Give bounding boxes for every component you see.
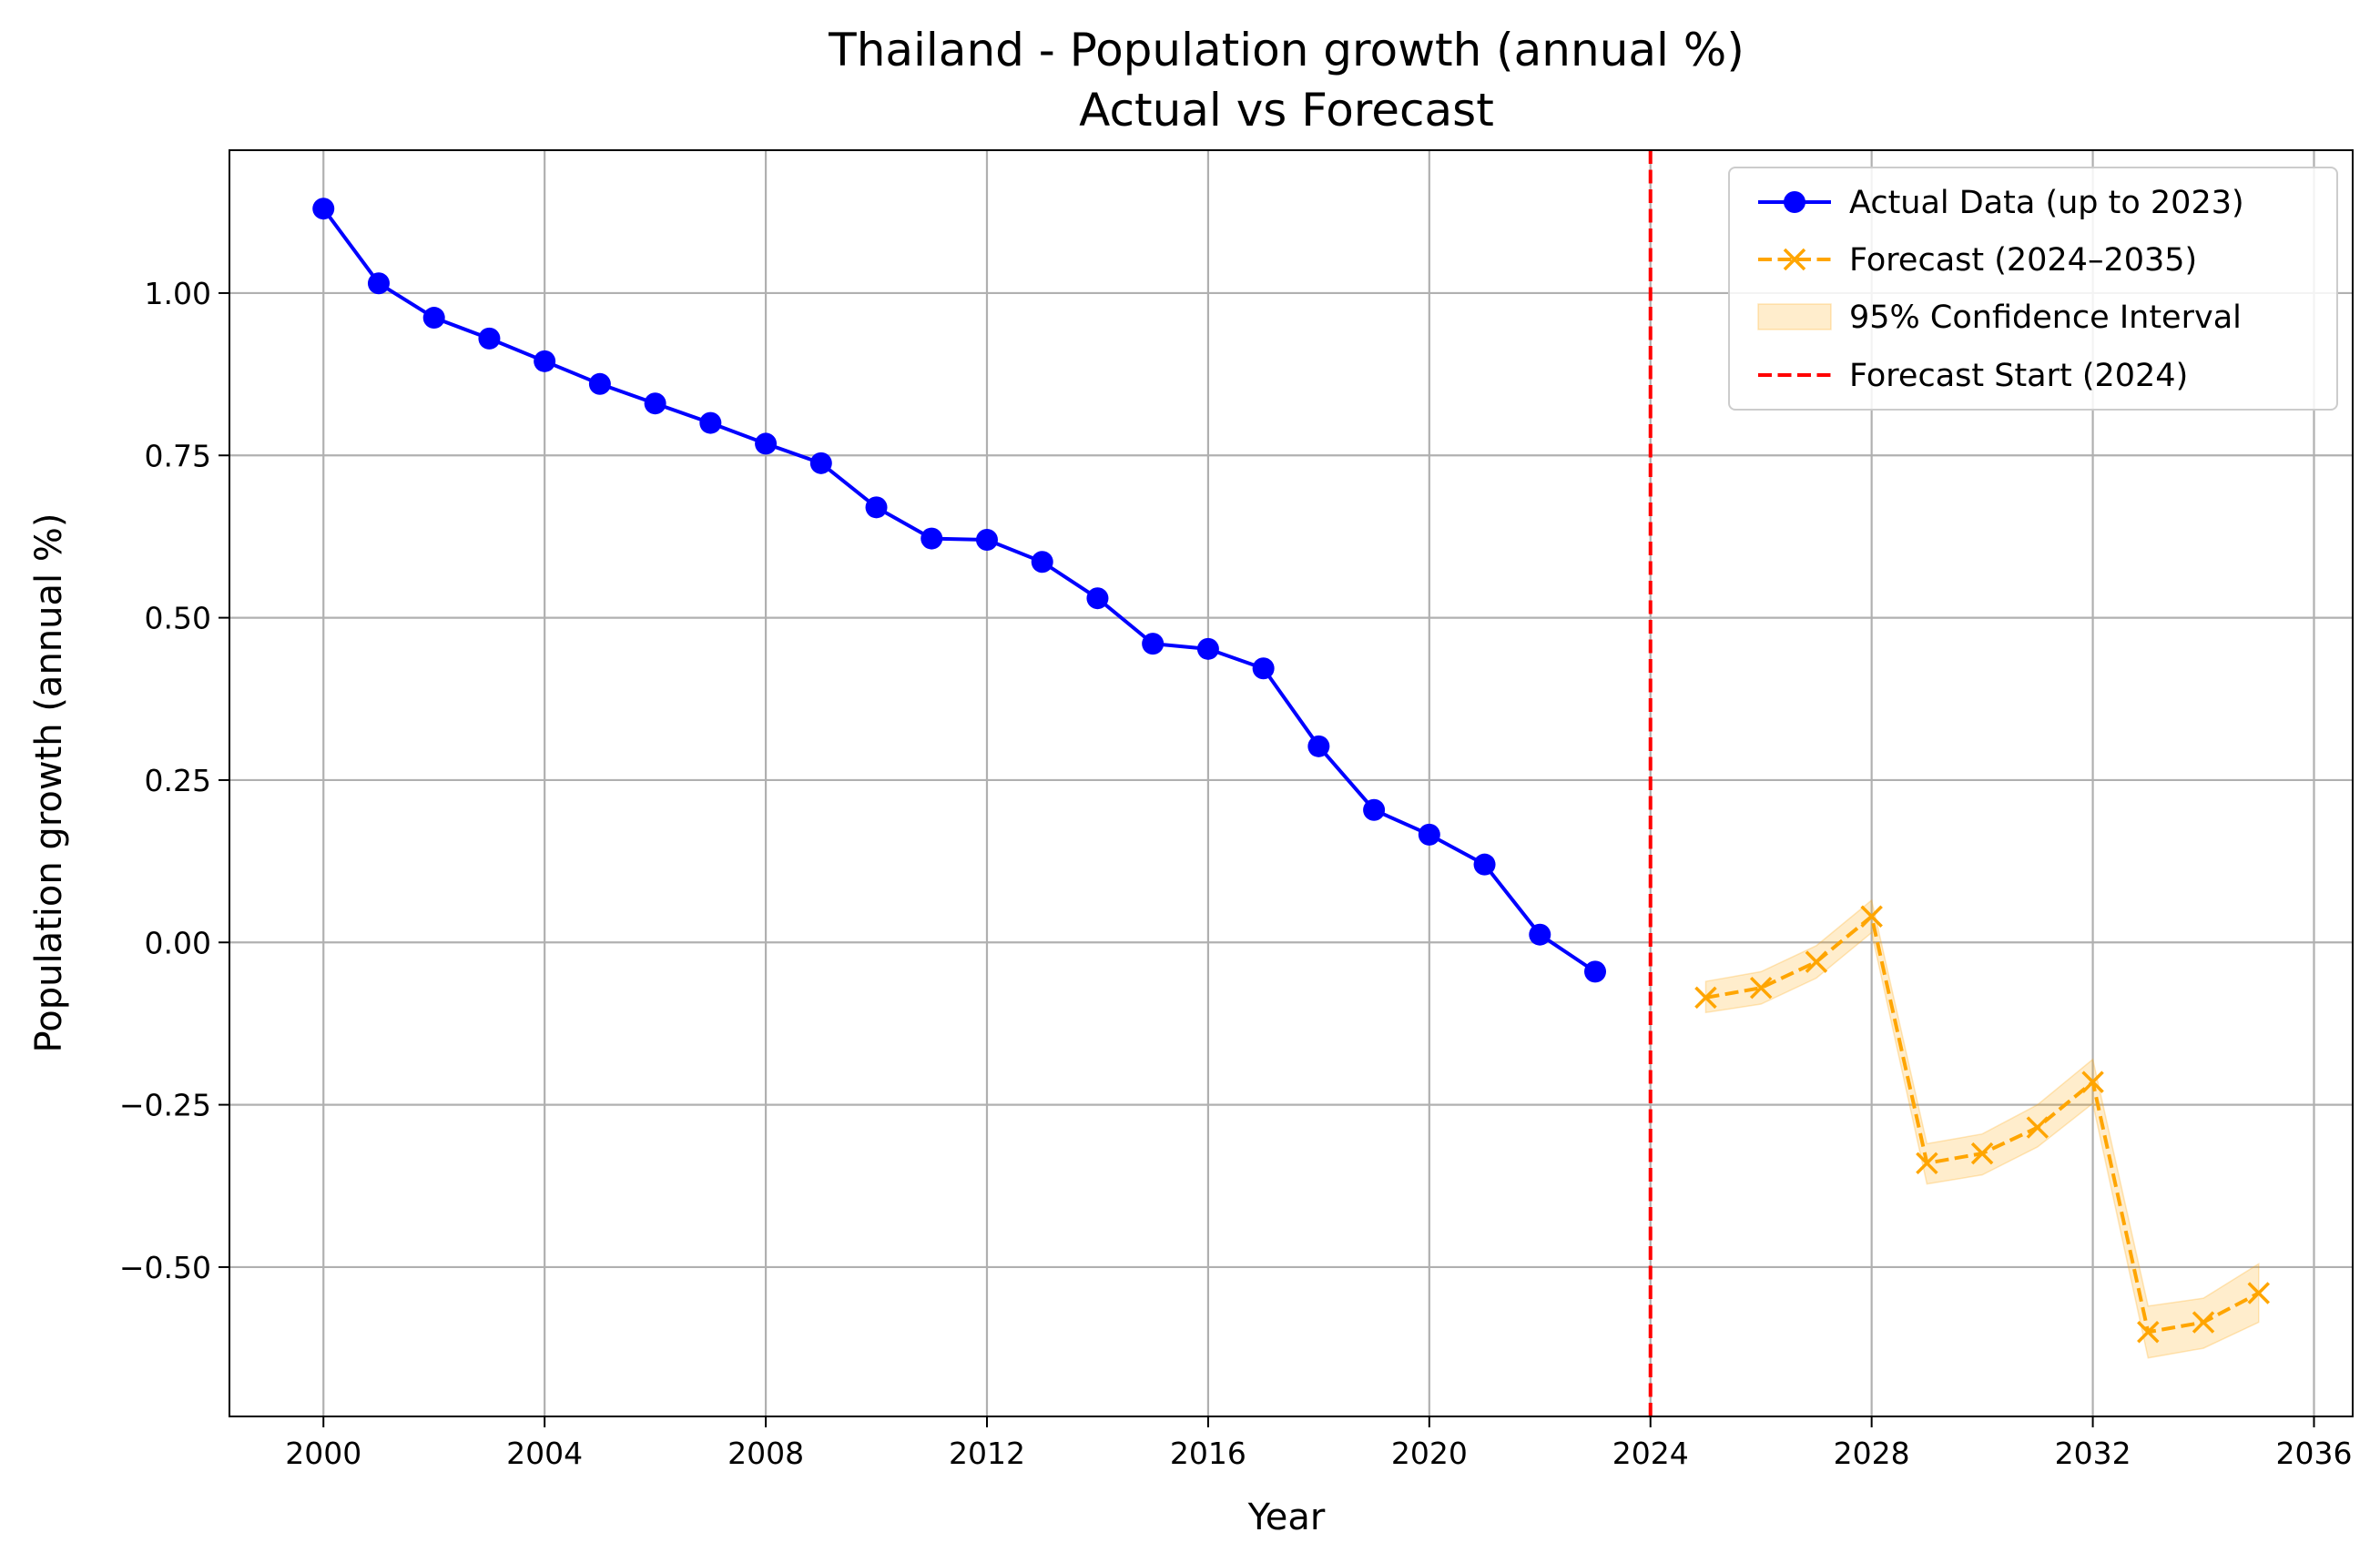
plot-frame — [229, 149, 2354, 1417]
x-tick-label: 2036 — [2275, 1436, 2352, 1471]
y-tick-label: 0.00 — [145, 925, 211, 960]
forecast-point — [2247, 1282, 2270, 1304]
forecast-point — [1860, 905, 1883, 928]
confidence-interval-band — [1704, 898, 2260, 1359]
forecast-point — [2026, 1116, 2049, 1139]
data-point — [367, 272, 390, 295]
y-tick-label: 0.75 — [145, 438, 211, 473]
data-point — [644, 392, 666, 415]
forecast-point — [1970, 1142, 1994, 1165]
y-axis-label: Population growth (annual %) — [28, 513, 70, 1053]
legend-label: 95% Confidence Interval — [1849, 299, 2242, 336]
data-series — [312, 198, 2270, 1344]
y-tick-label: 1.00 — [145, 276, 211, 311]
x-axis-label: Year — [1247, 1497, 1326, 1538]
x-tick-label: 2000 — [285, 1436, 361, 1471]
legend-actual-marker — [1784, 191, 1805, 213]
data-point — [1086, 587, 1109, 610]
legend-box — [1728, 167, 2338, 411]
data-point — [975, 529, 998, 551]
confidence-band — [1704, 898, 2260, 1359]
data-point — [1363, 798, 1386, 821]
x-tick-label: 2028 — [1834, 1436, 1910, 1471]
data-point — [1307, 735, 1330, 757]
data-point — [588, 372, 611, 395]
data-point — [865, 496, 888, 519]
legend-ci-patch — [1757, 303, 1832, 330]
legend-label: Forecast (2024–2035) — [1849, 242, 2197, 279]
legend-label: Forecast Start (2024) — [1849, 358, 2188, 394]
data-point — [755, 432, 778, 455]
x-tick-label: 2016 — [1170, 1436, 1246, 1471]
forecast-point — [2081, 1071, 2104, 1093]
data-point — [920, 527, 943, 550]
legend-label: Actual Data (up to 2023) — [1849, 185, 2244, 221]
forecast-point — [1694, 986, 1717, 1010]
x-tick-label: 2008 — [727, 1436, 804, 1471]
chart-title-line2: Actual vs Forecast — [1079, 84, 1494, 137]
data-point — [809, 452, 832, 474]
grid-lines — [229, 150, 2353, 1416]
forecast-point — [2137, 1321, 2160, 1344]
x-tick-label: 2004 — [506, 1436, 583, 1471]
data-point — [1584, 960, 1607, 983]
data-point — [1529, 923, 1551, 946]
legend-forecast-marker — [1783, 248, 1806, 271]
series-line-0 — [321, 208, 1597, 974]
forecast-point — [1916, 1152, 1938, 1175]
data-point — [1418, 823, 1440, 846]
data-point — [534, 350, 556, 372]
data-point — [699, 411, 722, 434]
y-tick-label: −0.50 — [119, 1250, 211, 1285]
forecast-point — [1749, 976, 1773, 1000]
x-tick-label: 2032 — [2055, 1436, 2131, 1471]
x-tick-label: 2024 — [1612, 1436, 1689, 1471]
data-point — [1473, 853, 1496, 876]
y-tick-label: 0.50 — [145, 601, 211, 636]
x-tick-label: 2020 — [1391, 1436, 1468, 1471]
axis-ticks: 2000 2004 2008 2012 2016 2020 2024 2028 2032 2036… — [119, 276, 2353, 1471]
chart-title-line1: Thailand - Population growth (annual %) — [828, 24, 1744, 76]
data-point — [312, 198, 335, 220]
data-point — [1142, 633, 1165, 655]
data-point — [1196, 637, 1219, 660]
y-tick-label: 0.25 — [145, 763, 211, 798]
forecast-point — [2192, 1311, 2215, 1334]
y-tick-label: −0.25 — [119, 1088, 211, 1123]
data-point — [422, 307, 445, 330]
data-point — [1031, 551, 1053, 573]
x-tick-label: 2012 — [949, 1436, 1025, 1471]
data-point — [1252, 657, 1275, 680]
forecast-point — [1805, 950, 1828, 973]
data-point — [478, 327, 501, 350]
legend: Actual Data (up to 2023) Forecast (2024–2… — [1728, 167, 2338, 411]
